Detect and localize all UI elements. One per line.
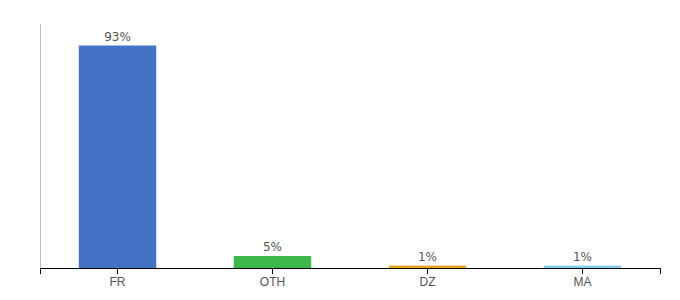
bar [389,266,467,268]
x-tick-mark [582,268,583,274]
data-label: 1% [573,250,592,264]
x-tick-mark [272,268,273,274]
x-tick: OTH [260,268,285,289]
plot: FR OTH DZ MA 93% 5% 1% 1% [41,25,661,289]
chart: FR OTH DZ MA 93% 5% 1% 1% [0,0,680,300]
y-axis [40,25,41,269]
bar [234,256,312,268]
y-axis-line [40,25,41,269]
bars [79,46,622,268]
x-axis: FR OTH DZ MA [41,268,661,289]
x-tick: FR [110,268,126,289]
x-tick-label: OTH [260,275,285,289]
x-axis-line [41,269,661,275]
data-label: 5% [263,240,282,254]
data-label: 1% [418,250,437,264]
x-tick-mark [427,268,428,274]
x-tick: DZ [420,268,436,289]
data-label: 93% [104,30,131,44]
x-tick-mark [117,268,118,274]
x-tick: MA [574,268,592,289]
x-tick-label: MA [574,275,592,289]
bar [544,266,622,268]
data-labels: 93% 5% 1% 1% [104,30,592,264]
x-tick-label: DZ [420,275,436,289]
x-tick-label: FR [110,275,126,289]
bar [79,46,157,268]
